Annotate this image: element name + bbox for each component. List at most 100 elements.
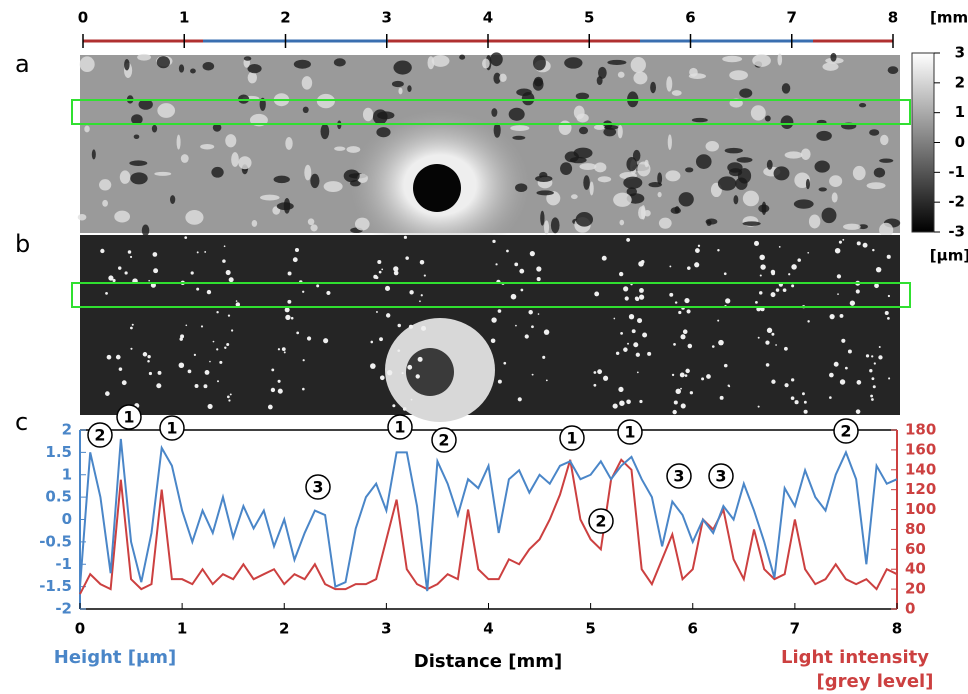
texture xyxy=(238,156,252,170)
texture xyxy=(757,405,760,408)
texture xyxy=(302,387,305,391)
texture xyxy=(780,115,794,129)
texture xyxy=(607,59,627,65)
scale-unit: [mm] xyxy=(930,9,968,27)
texture xyxy=(818,187,827,192)
texture xyxy=(156,56,170,69)
texture xyxy=(515,324,517,327)
texture xyxy=(728,385,731,388)
texture xyxy=(529,251,535,257)
texture xyxy=(200,143,215,150)
texture xyxy=(879,158,894,163)
texture xyxy=(514,262,519,267)
texture xyxy=(124,58,130,71)
texture xyxy=(506,249,509,253)
y2-tick-label: 100 xyxy=(905,500,936,518)
texture xyxy=(723,272,727,276)
texture xyxy=(684,374,688,377)
scale-tick-label: 7 xyxy=(787,9,797,27)
texture xyxy=(211,166,224,178)
texture xyxy=(717,319,720,322)
texture xyxy=(759,274,762,277)
texture xyxy=(766,159,773,170)
texture xyxy=(207,403,213,410)
texture xyxy=(874,283,879,289)
texture xyxy=(247,64,262,74)
x-tick-label: 6 xyxy=(688,620,698,638)
texture xyxy=(839,313,844,318)
texture xyxy=(410,398,413,401)
y2-tick-label: 0 xyxy=(905,600,915,618)
texture xyxy=(114,210,131,223)
texture xyxy=(619,219,625,226)
texture xyxy=(131,323,134,326)
texture xyxy=(615,351,620,355)
texture xyxy=(597,369,603,375)
texture xyxy=(521,91,535,106)
texture xyxy=(490,52,503,67)
series-line xyxy=(79,438,898,592)
texture xyxy=(647,351,652,356)
texture xyxy=(421,325,427,331)
texture xyxy=(137,53,151,61)
texture xyxy=(334,146,346,151)
texture xyxy=(180,334,185,339)
texture xyxy=(784,383,789,388)
texture xyxy=(695,154,712,169)
annotation-circle xyxy=(431,427,457,453)
y-tick-label: 0 xyxy=(62,510,72,528)
height-map-image xyxy=(77,52,901,260)
texture xyxy=(316,93,335,109)
x-tick-label: 3 xyxy=(381,620,391,638)
texture xyxy=(764,115,771,122)
texture xyxy=(346,146,361,153)
y-tick-label: 2 xyxy=(62,421,72,439)
texture xyxy=(354,217,370,231)
texture xyxy=(814,160,830,173)
texture xyxy=(112,278,116,283)
annotation-circle xyxy=(833,418,859,444)
texture xyxy=(807,320,810,323)
texture xyxy=(638,261,644,267)
texture xyxy=(536,190,554,196)
texture xyxy=(512,135,526,140)
texture xyxy=(326,290,331,296)
texture xyxy=(887,317,890,320)
texture xyxy=(283,351,286,354)
texture xyxy=(206,289,212,295)
texture xyxy=(691,117,708,123)
colorbar xyxy=(911,52,935,233)
annotation-circle xyxy=(708,463,734,489)
texture xyxy=(833,361,839,367)
texture xyxy=(407,85,412,92)
texture xyxy=(372,109,388,125)
texture xyxy=(687,266,691,270)
texture xyxy=(631,329,636,334)
texture xyxy=(520,288,524,292)
texture xyxy=(196,251,199,254)
texture xyxy=(685,368,690,374)
texture xyxy=(397,349,401,352)
texture xyxy=(376,127,391,138)
texture xyxy=(281,347,286,352)
texture xyxy=(630,57,646,73)
texture xyxy=(601,255,607,261)
texture xyxy=(722,55,743,63)
texture xyxy=(393,270,399,276)
texture xyxy=(401,372,404,375)
texture xyxy=(694,262,700,268)
texture xyxy=(839,379,846,385)
y2-axis-label: Light intensity xyxy=(781,647,929,668)
texture xyxy=(617,71,625,78)
texture xyxy=(542,355,546,359)
texture xyxy=(517,397,522,402)
texture xyxy=(717,176,737,191)
texture xyxy=(888,377,891,380)
texture xyxy=(638,206,646,220)
texture xyxy=(578,126,589,135)
texture xyxy=(579,163,597,170)
texture xyxy=(178,362,185,369)
texture xyxy=(510,293,517,300)
texture xyxy=(670,207,681,214)
